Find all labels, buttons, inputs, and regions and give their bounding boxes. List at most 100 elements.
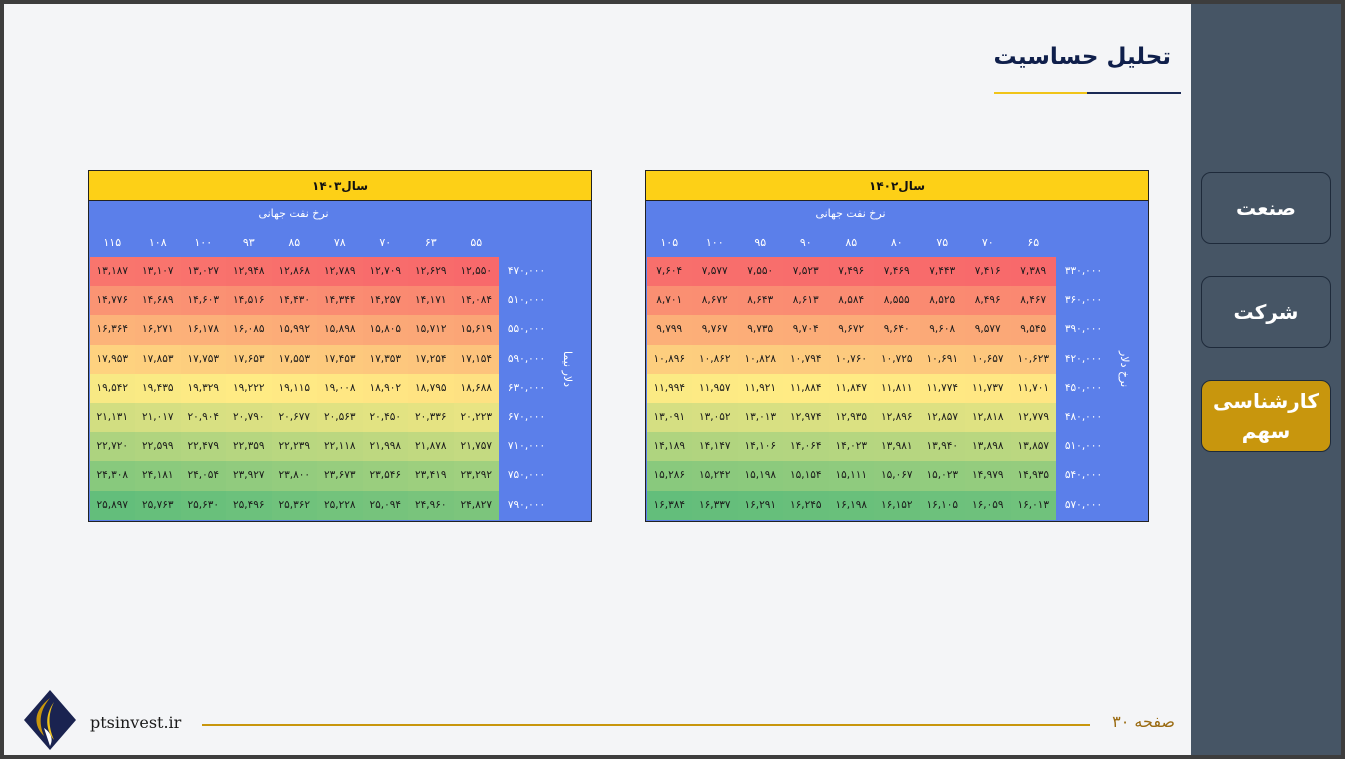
website-link[interactable]: ptsinvest.ir xyxy=(90,713,182,732)
sidebar-item-industry[interactable]: صنعت xyxy=(1201,172,1331,244)
table-cell: ۱۲,۷۸۹ xyxy=(317,257,363,287)
column-header: ۱۰۰ xyxy=(705,236,724,249)
table-cell: ۱۵,۰۶۷ xyxy=(874,461,920,491)
table-cell: ۲۱,۰۱۷ xyxy=(135,403,181,433)
table-cell: ۱۳,۸۹۸ xyxy=(965,432,1011,462)
table-cell: ۲۰,۷۹۰ xyxy=(226,403,272,433)
table-cell: ۱۱,۸۴۷ xyxy=(828,373,874,403)
table-cell: ۲۴,۸۲۷ xyxy=(453,490,499,520)
sidebar-item-company[interactable]: شرکت xyxy=(1201,276,1331,348)
table-cell: ۱۷,۵۵۳ xyxy=(271,344,317,374)
column-header: ۷۰ xyxy=(981,236,994,249)
table-cell: ۱۷,۷۵۳ xyxy=(180,344,226,374)
table-cell: ۲۰,۴۵۰ xyxy=(362,403,408,433)
table-cell: ۱۵,۱۹۸ xyxy=(737,461,783,491)
table-cell: ۷,۴۹۶ xyxy=(828,257,874,287)
table-cell: ۱۶,۳۳۷ xyxy=(692,490,738,520)
table-cell: ۱۰,۸۹۶ xyxy=(646,344,692,374)
table-cell: ۱۲,۸۶۸ xyxy=(271,257,317,287)
table-cell: ۱۹,۳۲۹ xyxy=(180,373,226,403)
column-header: ۱۱۵ xyxy=(103,236,122,249)
table-cell: ۷,۵۲۳ xyxy=(783,257,829,287)
row-header: ۴۵۰,۰۰۰ xyxy=(1064,381,1103,394)
table-cell: ۱۶,۰۸۵ xyxy=(226,315,272,345)
table-cell: ۱۴,۴۳۰ xyxy=(271,286,317,316)
column-header: ۷۰ xyxy=(379,236,392,249)
table-cell: ۲۰,۳۳۶ xyxy=(408,403,454,433)
table-cell: ۱۲,۹۷۴ xyxy=(783,403,829,433)
table-cell: ۱۴,۲۵۷ xyxy=(362,286,408,316)
table-cell: ۲۳,۲۹۲ xyxy=(453,461,499,491)
table-cell: ۱۲,۶۲۹ xyxy=(408,257,454,287)
column-header: ۹۰ xyxy=(799,236,812,249)
table-cell: ۲۲,۵۹۹ xyxy=(135,432,181,462)
table-cell: ۱۴,۰۶۴ xyxy=(783,432,829,462)
table-cell: ۱۶,۲۴۵ xyxy=(783,490,829,520)
sidebar-item-stock-valuation[interactable]: کارشناسی سهم xyxy=(1201,380,1331,452)
table-cell: ۲۰,۶۷۷ xyxy=(271,403,317,433)
table-cell: ۲۵,۲۲۸ xyxy=(317,490,363,520)
table-cell: ۹,۷۳۵ xyxy=(737,315,783,345)
column-header: ۷۸ xyxy=(333,236,346,249)
title-underline-navy xyxy=(1087,92,1181,94)
table-cell: ۱۸,۹۰۲ xyxy=(362,373,408,403)
table-cell: ۱۹,۰۰۸ xyxy=(317,373,363,403)
column-header: ۹۳ xyxy=(242,236,255,249)
table-cell: ۱۷,۲۵۴ xyxy=(408,344,454,374)
row-axis-label: دلار نیما xyxy=(561,351,574,388)
table-cell: ۲۴,۰۵۴ xyxy=(180,461,226,491)
page-title: تحلیل حساسیت xyxy=(993,44,1172,70)
table-cell: ۱۶,۱۹۸ xyxy=(828,490,874,520)
table-cell: ۱۷,۶۵۳ xyxy=(226,344,272,374)
table-cell: ۱۳,۹۴۰ xyxy=(919,432,965,462)
table-cell: ۲۱,۱۳۱ xyxy=(89,403,135,433)
table-cell: ۱۴,۱۷۱ xyxy=(408,286,454,316)
table-cell: ۲۰,۲۲۳ xyxy=(453,403,499,433)
table-cell: ۱۴,۹۳۵ xyxy=(1010,461,1056,491)
table-cell: ۱۳,۱۰۷ xyxy=(135,257,181,287)
table-cell: ۹,۶۰۸ xyxy=(919,315,965,345)
table-cell: ۲۳,۹۲۷ xyxy=(226,461,272,491)
table-cell: ۱۱,۸۱۱ xyxy=(874,373,920,403)
table-cell: ۲۱,۷۵۷ xyxy=(453,432,499,462)
sensitivity-table-1402: سال۱۴۰۲ نرخ نفت جهانی نرخ دلار ۶۵ ۷۰ ۷۵ ۸۰ ۸… xyxy=(645,170,1149,522)
table-cell: ۱۷,۹۵۳ xyxy=(89,344,135,374)
table-cell: ۱۹,۱۱۵ xyxy=(271,373,317,403)
table-cell: ۷,۳۸۹ xyxy=(1010,257,1056,287)
table-cell: ۱۷,۱۵۴ xyxy=(453,344,499,374)
table-cell: ۱۷,۸۵۳ xyxy=(135,344,181,374)
column-header: ۶۵ xyxy=(1027,236,1040,249)
table-cell: ۱۱,۷۷۴ xyxy=(919,373,965,403)
table-cell: ۲۱,۸۷۸ xyxy=(408,432,454,462)
table-cell: ۱۴,۶۰۳ xyxy=(180,286,226,316)
table-cell: ۱۶,۲۹۱ xyxy=(737,490,783,520)
table-cell: ۷,۶۰۴ xyxy=(646,257,692,287)
table-cell: ۸,۶۷۲ xyxy=(692,286,738,316)
table-cell: ۱۲,۷۰۹ xyxy=(362,257,408,287)
table-title: سال۱۴۰۲ xyxy=(646,171,1148,201)
table-cell: ۱۶,۱۵۲ xyxy=(874,490,920,520)
table-cell: ۱۵,۲۸۶ xyxy=(646,461,692,491)
company-logo-icon xyxy=(24,690,76,750)
table-cell: ۱۵,۹۹۲ xyxy=(271,315,317,345)
table-cell: ۱۱,۹۵۷ xyxy=(692,373,738,403)
table-cell: ۱۵,۷۱۲ xyxy=(408,315,454,345)
row-header: ۵۱۰,۰۰۰ xyxy=(507,294,546,307)
table-cell: ۱۳,۰۲۷ xyxy=(180,257,226,287)
table-cell: ۲۵,۰۹۴ xyxy=(362,490,408,520)
table-cell: ۱۸,۶۸۸ xyxy=(453,373,499,403)
table-cell: ۱۴,۳۴۴ xyxy=(317,286,363,316)
table-cell: ۱۱,۸۸۴ xyxy=(783,373,829,403)
table-cell: ۲۲,۱۱۸ xyxy=(317,432,363,462)
table-cell: ۲۵,۶۳۰ xyxy=(180,490,226,520)
row-axis-label: نرخ دلار xyxy=(1118,351,1131,388)
table-cell: ۲۵,۴۹۶ xyxy=(226,490,272,520)
table-cell: ۲۴,۳۰۸ xyxy=(89,461,135,491)
table-cell: ۲۲,۳۵۹ xyxy=(226,432,272,462)
column-header: ۱۰۸ xyxy=(148,236,167,249)
slide: تحلیل حساسیت سال۱۴۰۲ نرخ نفت جهانی نرخ د… xyxy=(4,4,1191,755)
table-cell: ۷,۵۷۷ xyxy=(692,257,738,287)
table-cell: ۸,۶۴۳ xyxy=(737,286,783,316)
table-cell: ۱۲,۷۷۹ xyxy=(1010,403,1056,433)
table-cell: ۱۳,۰۵۲ xyxy=(692,403,738,433)
